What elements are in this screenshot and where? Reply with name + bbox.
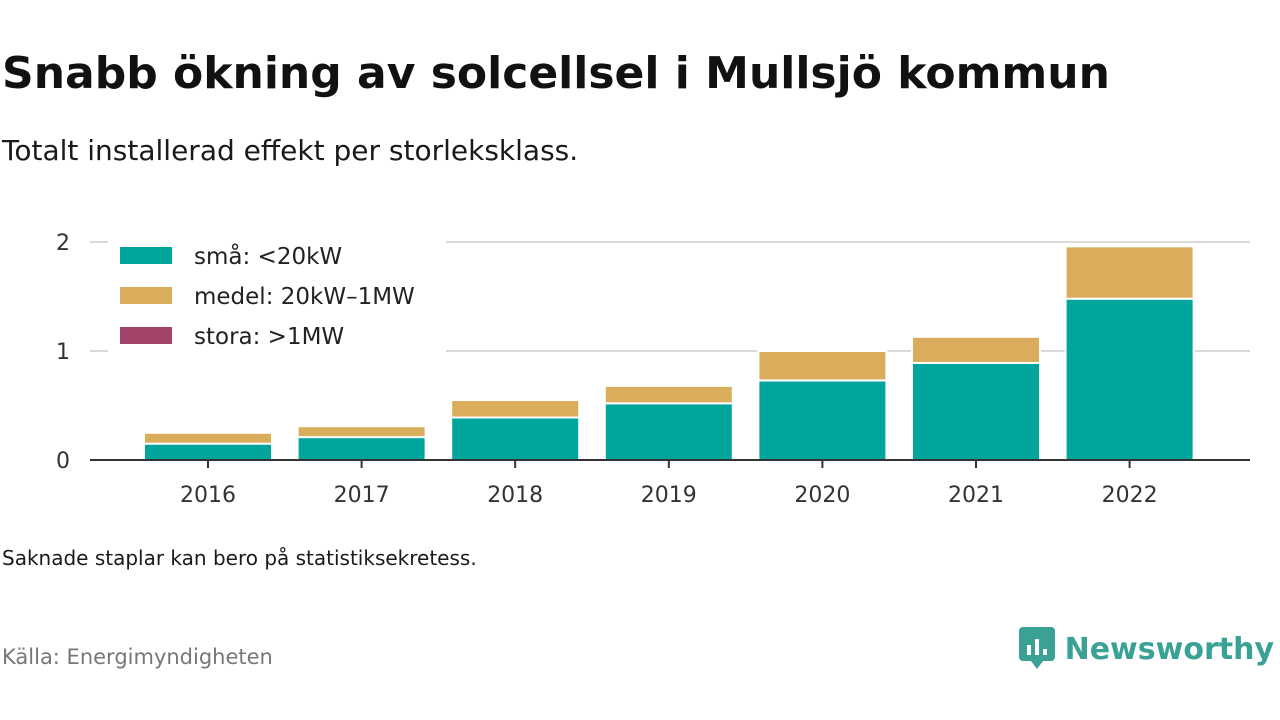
bar-segment bbox=[911, 361, 1041, 462]
legend-label: stora: >1MW bbox=[194, 324, 344, 350]
newsworthy-logo-icon bbox=[1018, 627, 1055, 669]
bar-segment bbox=[143, 442, 273, 461]
x-tick-label: 2022 bbox=[1102, 483, 1158, 508]
x-tick-label: 2017 bbox=[334, 483, 390, 508]
brand-logo: Newsworthy bbox=[1018, 626, 1274, 672]
bar-segment bbox=[757, 379, 888, 461]
bar-segment bbox=[450, 399, 581, 419]
bar-segment bbox=[1064, 245, 1195, 300]
x-tick-label: 2016 bbox=[180, 483, 236, 508]
bar-segment bbox=[1064, 297, 1195, 462]
legend-label: medel: 20kW–1MW bbox=[194, 284, 415, 310]
y-tick-label: 2 bbox=[56, 231, 70, 256]
bar-segment bbox=[603, 384, 734, 405]
bar-segment bbox=[757, 350, 888, 382]
bar-segment bbox=[450, 416, 581, 462]
brand-name: Newsworthy bbox=[1064, 631, 1274, 667]
bar-segment bbox=[911, 335, 1041, 364]
x-tick-label: 2018 bbox=[487, 483, 543, 508]
footnote: Saknade staplar kan bero på statistiksek… bbox=[2, 546, 477, 570]
legend: små: <20kW medel: 20kW–1MW stora: >1MW bbox=[108, 236, 446, 354]
stacked-bar-chart: 0 1 2 2016 2017 2018 2019 2020 2021 2022 små: <20… bbox=[56, 231, 1250, 508]
legend-label: små: <20kW bbox=[194, 242, 342, 270]
x-tick-label: 2021 bbox=[948, 483, 1004, 508]
legend-swatch bbox=[120, 247, 172, 264]
x-tick-label: 2019 bbox=[641, 483, 697, 508]
bar-segment bbox=[296, 436, 427, 461]
bar-segment bbox=[296, 425, 427, 439]
y-tick-label: 0 bbox=[56, 449, 70, 474]
chart-title: Snabb ökning av solcellsel i Mullsjö kom… bbox=[2, 48, 1110, 99]
legend-swatch bbox=[120, 287, 172, 304]
bar-segment bbox=[143, 431, 273, 445]
axes: 0 1 2 2016 2017 2018 2019 2020 2021 2022 bbox=[56, 231, 1250, 508]
bar-segment bbox=[603, 402, 734, 462]
chart-subtitle: Totalt installerad effekt per storlekskl… bbox=[2, 134, 579, 167]
source-text: Källa: Energimyndigheten bbox=[2, 645, 273, 669]
y-tick-label: 1 bbox=[56, 340, 70, 365]
x-tick-label: 2020 bbox=[794, 483, 850, 508]
legend-swatch bbox=[120, 327, 172, 344]
